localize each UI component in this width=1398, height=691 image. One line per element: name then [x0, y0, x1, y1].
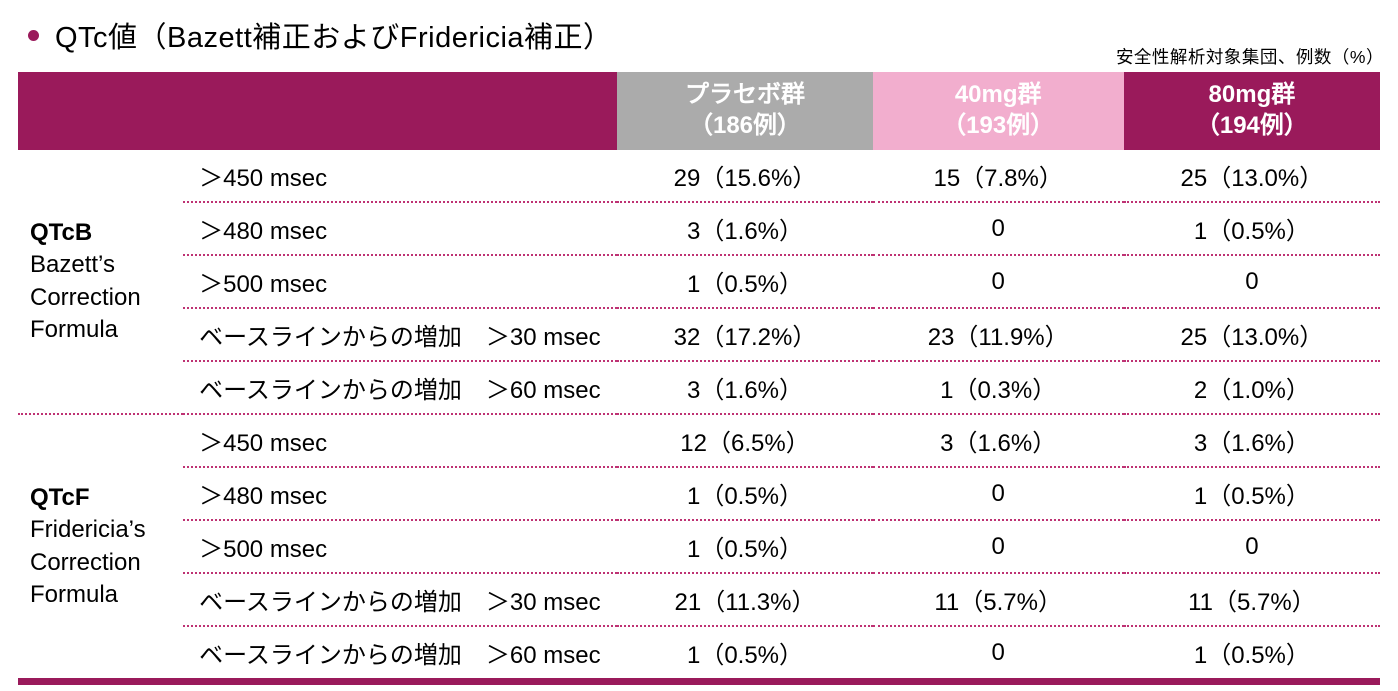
table-body: QTcB Bazett’s Correction Formula ＞450 msec 29…	[18, 150, 1380, 682]
cell-placebo: 21（11.3%）	[617, 573, 873, 627]
cell-40mg: 11（5.7%）	[872, 573, 1124, 627]
title-row: QTc値（Bazett補正およびFridericia補正）	[0, 0, 1398, 57]
row-criterion: ベースラインからの増加 ＞60 msec	[199, 642, 601, 669]
table-header-row: プラセボ群 （186例） 40mg群 （193例） 80mg群 （194例）	[18, 72, 1380, 150]
cell-40mg: 0	[991, 638, 1005, 666]
section-code: QTcB	[30, 219, 93, 247]
section-label-qtcb: QTcB Bazett’s Correction Formula	[18, 150, 183, 414]
section-subtitle-line: Bazett’s	[30, 251, 115, 279]
row-criterion: ＞480 msec	[183, 467, 618, 521]
table-row: ベースラインからの増加 ＞60 msec 1（0.5%） 0 1（0.5%）	[18, 626, 1380, 682]
cell-40mg: 0	[872, 255, 1124, 309]
cell-placebo: 29（15.6%）	[617, 150, 873, 203]
cell-40mg: 23（11.9%）	[872, 308, 1124, 362]
section-subtitle-line: Formula	[30, 315, 119, 343]
header-group-n: （186例）	[688, 112, 802, 139]
row-criterion: ベースラインからの増加 ＞60 msec	[199, 377, 601, 404]
table-row: ＞500 msec 1（0.5%） 0 0	[18, 255, 1380, 309]
cell-80mg: 3（1.6%）	[1123, 413, 1380, 468]
header-group-name: 40mg群	[954, 81, 1042, 109]
section-subtitle-line: Correction	[30, 283, 141, 311]
cell-placebo: 12（6.5%）	[617, 413, 873, 468]
cell-80mg: 1（0.5%）	[1123, 202, 1380, 256]
cell-40mg: 1（0.3%）	[940, 377, 1057, 404]
cell-placebo: 32（17.2%）	[617, 308, 873, 362]
row-criterion: ＞480 msec	[183, 202, 618, 256]
row-criterion: ベースラインからの増加 ＞30 msec	[183, 573, 618, 627]
section-subtitle-line: Fridericia’s	[30, 516, 146, 544]
table-row: ベースラインからの増加 ＞30 msec 32（17.2%） 23（11.9%） 25…	[18, 308, 1380, 362]
table-head: プラセボ群 （186例） 40mg群 （193例） 80mg群 （194例）	[18, 72, 1380, 150]
bullet-icon	[28, 29, 39, 41]
section-label-qtcf: QTcF Fridericia’s Correction Formula	[18, 413, 184, 682]
cell-80mg: 25（13.0%）	[1123, 150, 1380, 203]
cell-40mg: 0	[872, 520, 1124, 574]
table-row: ベースラインからの増加 ＞30 msec 21（11.3%） 11（5.7%） 11（…	[18, 573, 1380, 627]
header-group-n: （193例）	[942, 112, 1055, 139]
table-row: ＞480 msec 3（1.6%） 0 1（0.5%）	[18, 202, 1380, 256]
cell-80mg: 2（1.0%）	[1193, 377, 1310, 404]
table-row: QTcB Bazett’s Correction Formula ＞450 msec 29…	[18, 150, 1380, 343]
header-col-placebo: プラセボ群 （186例）	[617, 72, 873, 150]
table-row: ベースラインからの増加 ＞60 msec 3（1.6%） 1（0.3%） 2（1.0%…	[18, 361, 1380, 414]
header-group-name: プラセボ群	[685, 81, 805, 109]
page-title: QTc値（Bazett補正およびFridericia補正）	[55, 22, 613, 54]
table-row: ＞480 msec 1（0.5%） 0 1（0.5%）	[18, 467, 1380, 521]
header-col-80mg: 80mg群 （194例）	[1123, 72, 1380, 150]
qtc-table: プラセボ群 （186例） 40mg群 （193例） 80mg群 （194例） QTcB Ba…	[18, 72, 1380, 685]
cell-40mg: 3（1.6%）	[872, 413, 1124, 468]
cell-placebo: 1（0.5%）	[617, 520, 873, 574]
section-code: QTcF	[30, 484, 90, 512]
cell-placebo: 1（0.5%）	[617, 467, 873, 521]
cell-40mg: 0	[872, 202, 1124, 256]
cell-40mg: 15（7.8%）	[872, 150, 1124, 203]
cell-placebo: 1（0.5%）	[617, 255, 873, 309]
cell-placebo: 3（1.6%）	[686, 377, 804, 404]
cell-80mg: 0	[1123, 520, 1380, 574]
cell-placebo: 3（1.6%）	[617, 202, 873, 256]
header-spacer	[18, 72, 618, 150]
cell-80mg: 25（13.0%）	[1123, 308, 1380, 362]
section-subtitle-line: Correction	[30, 548, 141, 576]
row-criterion: ＞450 msec	[183, 150, 618, 203]
cell-80mg: 0	[1123, 255, 1380, 309]
header-group-name: 80mg群	[1208, 81, 1296, 109]
cell-80mg: 1（0.5%）	[1123, 467, 1380, 521]
cell-placebo: 1（0.5%）	[686, 642, 804, 669]
row-criterion: ＞500 msec	[183, 255, 618, 309]
section-subtitle-line: Formula	[30, 580, 119, 608]
table-row: QTcF Fridericia’s Correction Formula ＞450 ms…	[18, 413, 1380, 682]
row-criterion: ベースラインからの増加 ＞30 msec	[183, 308, 618, 362]
header-group-n: （194例）	[1195, 112, 1308, 139]
cell-80mg: 11（5.7%）	[1123, 573, 1380, 627]
cell-40mg: 0	[872, 467, 1124, 521]
cell-80mg: 1（0.5%）	[1193, 642, 1310, 669]
row-criterion: ＞450 msec	[183, 413, 618, 468]
population-note: 安全性解析対象集団、例数（%）	[1115, 47, 1384, 67]
row-criterion: ＞500 msec	[183, 520, 618, 574]
header-col-40mg: 40mg群 （193例）	[872, 72, 1124, 150]
table-row: ＞500 msec 1（0.5%） 0 0	[18, 520, 1380, 574]
